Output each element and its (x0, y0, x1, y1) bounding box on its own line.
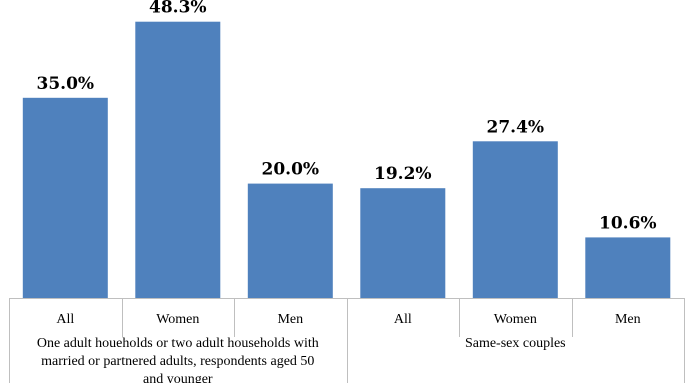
data-label-1: 48.3% (149, 0, 207, 18)
group-label-0-line-0: One adult houeholds or two adult househo… (37, 336, 319, 351)
data-label-3: 19.2% (374, 164, 432, 184)
bar-4 (472, 141, 558, 298)
data-labels-layer: 35.0% 48.3% 20.0% 19.2% 27.4% 10.6% (37, 0, 657, 233)
category-label-0: All (56, 312, 74, 327)
category-label-1: Women (156, 312, 199, 327)
category-label-4: Women (494, 312, 537, 327)
bar-2 (247, 183, 333, 298)
group-label-1-line-0: Same-sex couples (465, 336, 566, 351)
bars-layer (22, 21, 671, 298)
group-label-0-line-1: married or partnered adults, respondents… (41, 354, 314, 369)
group-label-0-line-2: and younger (143, 372, 213, 383)
bar-0 (22, 97, 108, 298)
data-label-5: 10.6% (599, 213, 657, 233)
bar-1 (135, 21, 221, 298)
category-label-3: All (394, 312, 412, 327)
bar-3 (360, 188, 446, 298)
category-axis (9, 298, 685, 383)
group-labels-layer: One adult houeholds or two adult househo… (37, 336, 566, 383)
data-label-4: 27.4% (487, 117, 545, 137)
bar-5 (585, 237, 671, 298)
data-label-2: 20.0% (262, 160, 320, 180)
category-label-2: Men (277, 312, 303, 327)
data-label-0: 35.0% (37, 74, 95, 94)
category-label-5: Men (615, 312, 641, 327)
category-labels-layer: All Women Men All Women Men (56, 312, 640, 327)
